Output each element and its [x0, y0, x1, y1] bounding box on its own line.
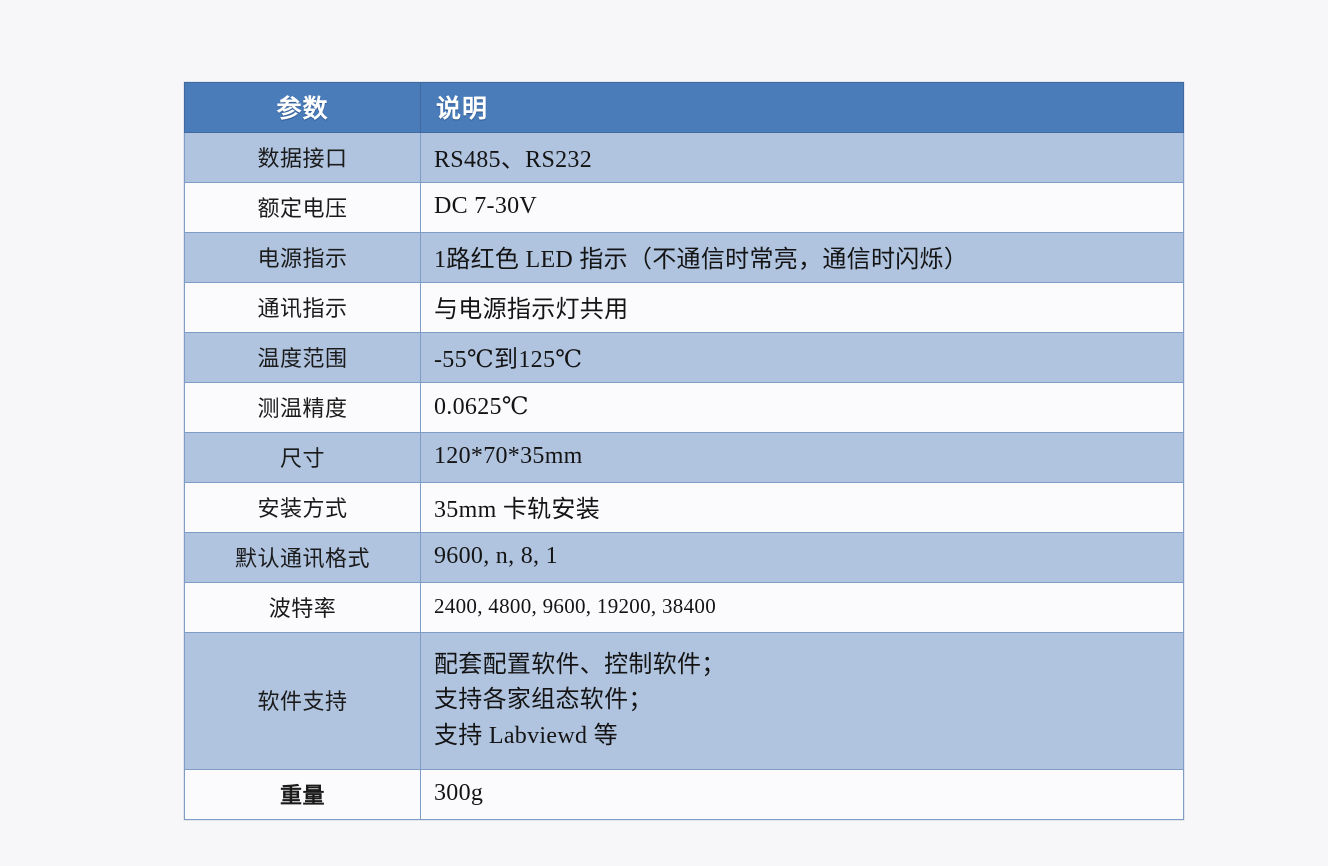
- table-row: 数据接口 RS485、RS232: [184, 132, 1184, 183]
- column-header-description: 说明: [420, 82, 1184, 133]
- row-value-power-indicator: 1路红色 LED 指示（不通信时常亮，通信时闪烁）: [420, 232, 1184, 283]
- table-header: 参数 说明: [184, 82, 1184, 133]
- table-row: 默认通讯格式 9600, n, 8, 1: [184, 532, 1184, 583]
- table-header-row: 参数 说明: [184, 82, 1184, 133]
- row-value-rated-voltage: DC 7-30V: [420, 182, 1184, 233]
- row-value-default-comm-format: 9600, n, 8, 1: [420, 532, 1184, 583]
- row-label-power-indicator: 电源指示: [184, 232, 421, 283]
- table-body: 数据接口 RS485、RS232 额定电压 DC 7-30V 电源指示 1路红色…: [184, 132, 1184, 820]
- software-support-line-2: 支持各家组态软件；: [434, 687, 653, 714]
- row-value-baud-rate: 2400, 4800, 9600, 19200, 38400: [420, 582, 1184, 633]
- row-value-software-support: 配套配置软件、控制软件； 支持各家组态软件； 支持 Labviewd 等: [420, 632, 1184, 770]
- specification-table-container: 参数 说明 数据接口 RS485、RS232 额定电压 DC 7-30V 电源指…: [184, 82, 1184, 820]
- row-value-temperature-range: -55℃到125℃: [420, 332, 1184, 383]
- row-label-data-interface: 数据接口: [184, 132, 421, 183]
- row-label-comm-indicator: 通讯指示: [184, 282, 421, 333]
- table-row: 测温精度 0.0625℃: [184, 382, 1184, 433]
- row-label-temperature-accuracy: 测温精度: [184, 382, 421, 433]
- row-value-comm-indicator: 与电源指示灯共用: [420, 282, 1184, 333]
- row-label-mounting-method: 安装方式: [184, 482, 421, 533]
- row-value-weight: 300g: [420, 769, 1184, 820]
- row-label-rated-voltage: 额定电压: [184, 182, 421, 233]
- row-value-mounting-method: 35mm 卡轨安装: [420, 482, 1184, 533]
- row-value-data-interface: RS485、RS232: [420, 132, 1184, 183]
- specification-table: 参数 说明 数据接口 RS485、RS232 额定电压 DC 7-30V 电源指…: [184, 82, 1184, 820]
- row-label-temperature-range: 温度范围: [184, 332, 421, 383]
- table-row: 软件支持 配套配置软件、控制软件； 支持各家组态软件； 支持 Labviewd …: [184, 632, 1184, 770]
- row-label-weight: 重量: [184, 769, 421, 820]
- table-row: 温度范围 -55℃到125℃: [184, 332, 1184, 383]
- row-label-dimensions: 尺寸: [184, 432, 421, 483]
- table-row: 波特率 2400, 4800, 9600, 19200, 38400: [184, 582, 1184, 633]
- table-row: 重量 300g: [184, 769, 1184, 820]
- row-value-temperature-accuracy: 0.0625℃: [420, 382, 1184, 433]
- row-label-default-comm-format: 默认通讯格式: [184, 532, 421, 583]
- table-row: 尺寸 120*70*35mm: [184, 432, 1184, 483]
- column-header-parameter: 参数: [184, 82, 421, 133]
- table-row: 通讯指示 与电源指示灯共用: [184, 282, 1184, 333]
- software-support-line-1: 配套配置软件、控制软件；: [434, 651, 726, 678]
- row-label-baud-rate: 波特率: [184, 582, 421, 633]
- table-row: 电源指示 1路红色 LED 指示（不通信时常亮，通信时闪烁）: [184, 232, 1184, 283]
- software-support-line-3: 支持 Labviewd 等: [434, 722, 618, 749]
- table-row: 安装方式 35mm 卡轨安装: [184, 482, 1184, 533]
- table-row: 额定电压 DC 7-30V: [184, 182, 1184, 233]
- row-value-dimensions: 120*70*35mm: [420, 432, 1184, 483]
- row-label-software-support: 软件支持: [184, 632, 421, 770]
